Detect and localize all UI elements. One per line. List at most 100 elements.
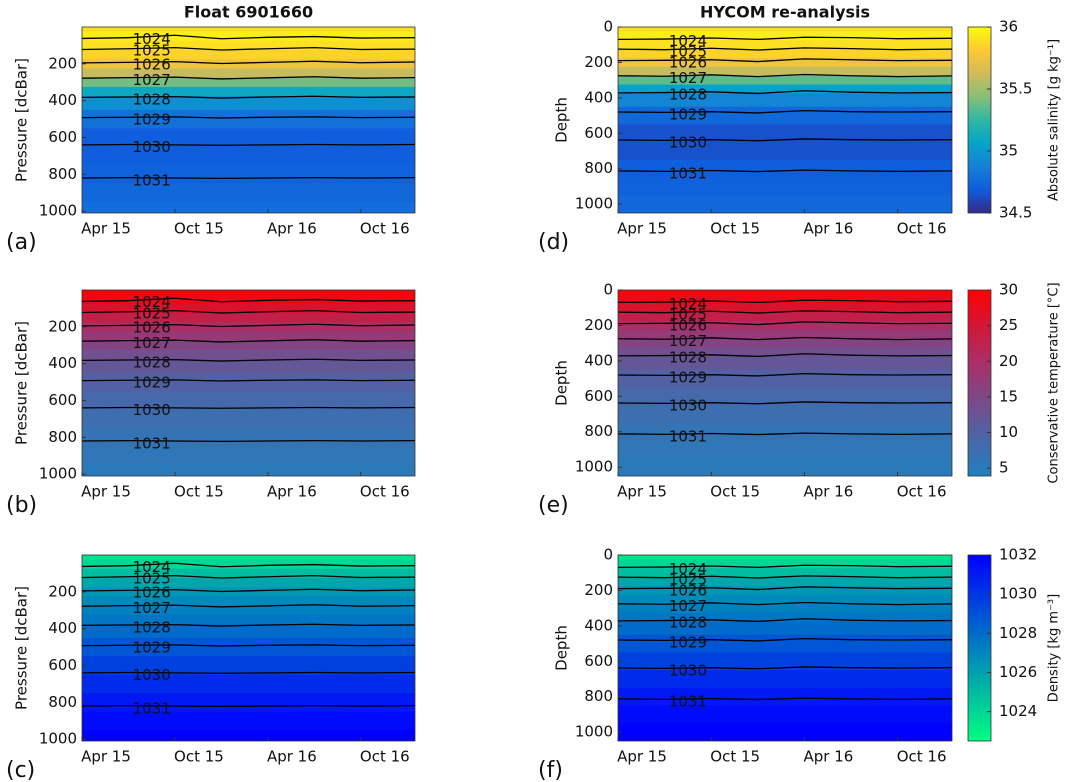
contour-label: 1031 xyxy=(669,164,707,182)
y-tick-label: 1000 xyxy=(39,202,77,220)
contour-line xyxy=(82,143,415,146)
field-band xyxy=(82,428,415,448)
contour-label: 1024 xyxy=(133,293,171,311)
contour-label: 1031 xyxy=(669,427,707,445)
contour-line xyxy=(82,588,415,593)
field-band xyxy=(618,670,952,689)
colorbar-tick-label: 10 xyxy=(999,423,1018,441)
contour-line xyxy=(82,562,415,568)
x-tick-label: Oct 15 xyxy=(174,483,224,501)
y-tick-label: 800 xyxy=(48,693,77,711)
contour-label: 1028 xyxy=(133,353,171,371)
contour-line xyxy=(82,309,415,314)
field-band xyxy=(618,652,952,671)
field-band xyxy=(618,27,952,32)
colorbar-tick-label: 20 xyxy=(999,352,1018,370)
field-band xyxy=(82,359,415,374)
field-band xyxy=(618,195,952,213)
plot-area xyxy=(82,555,415,741)
field-band xyxy=(82,391,415,411)
contour-line xyxy=(618,432,952,436)
y-tick-label: 400 xyxy=(584,351,613,369)
contour-label: 1028 xyxy=(133,618,171,636)
contour-label: 1028 xyxy=(669,349,707,367)
field-band xyxy=(82,290,415,296)
field-band xyxy=(618,159,952,179)
contour-line xyxy=(82,60,415,65)
contour-line xyxy=(618,36,952,41)
contour-label: 1026 xyxy=(133,583,171,601)
x-tick-label: Apr 15 xyxy=(81,220,131,238)
field-band xyxy=(82,409,415,429)
field-band xyxy=(82,568,415,579)
y-tick-label: 600 xyxy=(584,652,613,670)
colorbar-tick-label: 1024 xyxy=(999,702,1037,720)
y-tick-label: 200 xyxy=(584,316,613,334)
contour-line xyxy=(618,666,952,670)
contour-line xyxy=(618,401,952,405)
colorbar-tick-label: 25 xyxy=(999,316,1018,334)
field-band xyxy=(618,687,952,707)
contour-label: 1026 xyxy=(669,582,707,600)
colorbar-tick-label: 1028 xyxy=(999,624,1037,642)
colorbar-label: Conservative temperature [°C] xyxy=(1047,282,1062,483)
field-band xyxy=(82,322,415,332)
x-tick-label: Oct 15 xyxy=(710,483,760,501)
field-band xyxy=(618,321,952,331)
field-band xyxy=(82,40,415,51)
contour-label: 1025 xyxy=(669,570,707,588)
x-tick-label: Oct 16 xyxy=(897,220,947,238)
y-tick-label: 1000 xyxy=(575,458,613,476)
field-band xyxy=(618,329,952,340)
field-band xyxy=(618,422,952,442)
contour-label: 1029 xyxy=(133,111,171,129)
colorbar xyxy=(967,289,992,477)
field-band xyxy=(82,31,415,42)
field-band xyxy=(82,183,415,203)
contour-label: 1025 xyxy=(133,305,171,323)
y-tick-label: 0 xyxy=(603,546,613,564)
plot-frame xyxy=(617,26,953,214)
field-band xyxy=(82,59,415,69)
y-tick-label: 600 xyxy=(48,128,77,146)
panel-letter: (b) xyxy=(6,493,37,518)
field-band xyxy=(82,555,415,561)
x-tick-label: Oct 15 xyxy=(710,748,760,766)
x-tick-label: Oct 16 xyxy=(897,748,947,766)
panel-letter: (c) xyxy=(6,758,35,782)
field-band xyxy=(618,555,952,560)
contour-label: 1025 xyxy=(133,42,171,60)
contour-line xyxy=(618,58,952,63)
contour-label: 1029 xyxy=(669,634,707,652)
contour-label: 1025 xyxy=(669,305,707,323)
contour-label: 1025 xyxy=(669,42,707,60)
field-band xyxy=(82,637,415,657)
field-band xyxy=(618,440,952,459)
contour-label: 1026 xyxy=(669,54,707,72)
contour-line xyxy=(618,299,952,304)
contour-line xyxy=(82,46,415,51)
chart-title: Float 6901660 xyxy=(184,3,313,22)
contour-label: 1024 xyxy=(669,295,707,313)
field-band xyxy=(82,693,415,713)
y-tick-label: 400 xyxy=(48,91,77,109)
field-band xyxy=(618,75,952,86)
contour-label: 1026 xyxy=(133,55,171,73)
y-axis-label: Pressure [dcBar] xyxy=(13,321,31,445)
contour-line xyxy=(618,575,952,579)
contour-label: 1031 xyxy=(669,692,707,710)
contour-line xyxy=(618,310,952,314)
contour-line xyxy=(618,564,952,569)
contour-label: 1029 xyxy=(133,374,171,392)
y-tick-label: 800 xyxy=(584,687,613,705)
y-tick-label: 400 xyxy=(48,354,77,372)
colorbar xyxy=(967,26,992,214)
field-band xyxy=(82,446,415,466)
contour-line xyxy=(82,704,415,708)
y-tick-label: 1000 xyxy=(575,723,613,741)
field-band xyxy=(82,201,415,213)
x-tick-label: Oct 16 xyxy=(360,220,410,238)
contour-line xyxy=(618,697,952,701)
field-band xyxy=(618,594,952,605)
y-tick-label: 0 xyxy=(603,281,613,299)
